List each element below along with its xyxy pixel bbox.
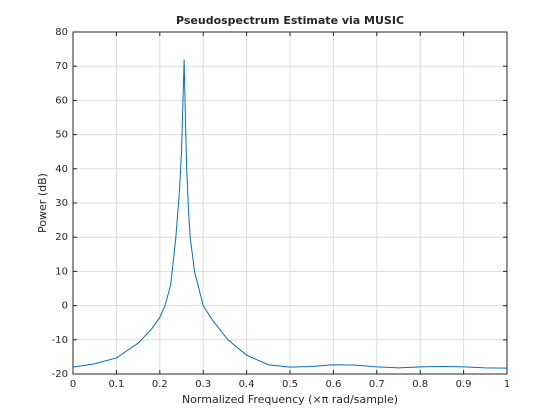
x-tick-label: 0.9 — [456, 379, 472, 390]
x-tick-label: 0.7 — [369, 379, 385, 390]
x-tick-label: 0.8 — [412, 379, 428, 390]
x-tick-label: 0.3 — [195, 379, 211, 390]
spectrum-line — [72, 59, 508, 369]
x-tick-label: 0.5 — [282, 379, 298, 390]
x-tick-label: 0.1 — [108, 379, 124, 390]
x-tick-label: 0.6 — [325, 379, 341, 390]
y-tick-label: 70 — [55, 61, 68, 72]
y-axis-label: Power (dB) — [36, 173, 49, 233]
y-tick-label: 10 — [55, 266, 68, 277]
chart-title: Pseudospectrum Estimate via MUSIC — [176, 14, 404, 27]
x-axis-label: Normalized Frequency (×π rad/sample) — [182, 393, 398, 406]
y-tick-label: 80 — [55, 27, 68, 38]
y-tick-label: 0 — [62, 301, 68, 312]
y-tick-label: -10 — [52, 335, 68, 346]
y-tick-label: 60 — [55, 95, 68, 106]
x-tick-label: 1 — [504, 379, 510, 390]
y-tick-label: 20 — [55, 232, 68, 243]
x-tick-label: 0 — [70, 379, 76, 390]
y-tick-label: 40 — [55, 164, 68, 175]
y-tick-label: 30 — [55, 198, 68, 209]
y-tick-label: 50 — [55, 130, 68, 141]
y-tick-label: -20 — [52, 369, 68, 380]
x-tick-label: 0.4 — [239, 379, 255, 390]
x-tick-label: 0.2 — [152, 379, 168, 390]
plot-frame — [72, 31, 508, 375]
